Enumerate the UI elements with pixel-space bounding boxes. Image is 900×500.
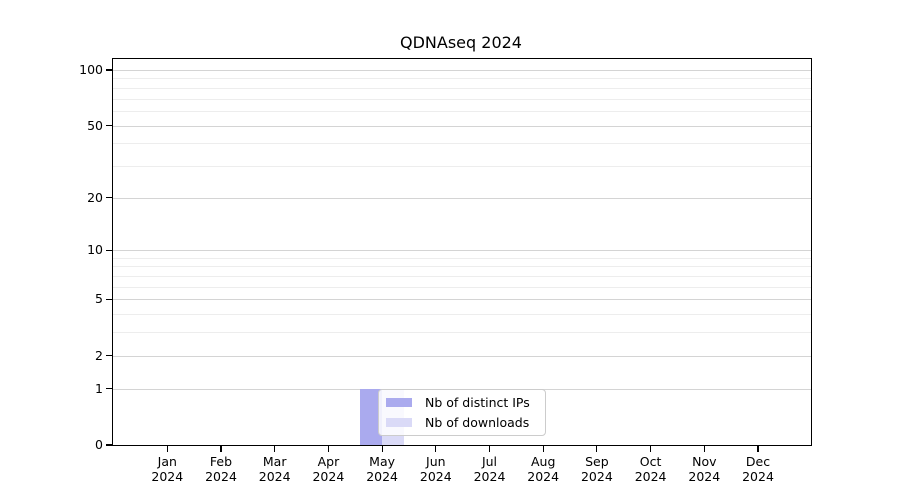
x-axis-tick-label: Mar 2024 bbox=[243, 454, 307, 484]
gridline-minor bbox=[113, 257, 811, 259]
x-axis-tick-label: Nov 2024 bbox=[672, 454, 736, 484]
x-axis-tick bbox=[166, 445, 168, 452]
gridline-major bbox=[113, 250, 811, 252]
x-axis-tick bbox=[220, 445, 222, 452]
x-axis-tick bbox=[757, 445, 759, 452]
x-axis-tick-year: 2024 bbox=[527, 469, 560, 484]
x-axis-tick-year: 2024 bbox=[366, 469, 398, 484]
x-axis-tick-label: Dec 2024 bbox=[726, 454, 790, 484]
x-axis-tick-label: Jan 2024 bbox=[135, 454, 199, 484]
gridline-minor bbox=[113, 286, 811, 288]
x-axis-tick-label: Sep 2024 bbox=[565, 454, 629, 484]
x-axis-tick-year: 2024 bbox=[688, 469, 721, 484]
x-axis-tick-year: 2024 bbox=[634, 469, 667, 484]
bar-distinct-ips bbox=[360, 388, 383, 445]
x-axis-tick-year: 2024 bbox=[473, 469, 506, 484]
legend-label-distinct-ips: Nb of distinct IPs bbox=[425, 395, 530, 410]
gridline-major bbox=[113, 197, 811, 199]
x-axis-tick bbox=[274, 445, 276, 452]
x-axis-tick-label: Feb 2024 bbox=[189, 454, 253, 484]
gridline-major bbox=[113, 355, 811, 357]
gridline-minor bbox=[113, 332, 811, 334]
y-axis-tick bbox=[106, 249, 113, 251]
x-axis-tick-label: Apr 2024 bbox=[296, 454, 360, 484]
gridline-minor bbox=[113, 143, 811, 145]
gridline-minor bbox=[113, 266, 811, 268]
y-axis-tick-label: 50 bbox=[87, 117, 103, 133]
y-axis-tick bbox=[106, 388, 113, 390]
x-axis-tick-label: Oct 2024 bbox=[619, 454, 683, 484]
gridline-major bbox=[113, 299, 811, 301]
gridline-minor bbox=[113, 78, 811, 80]
y-axis-tick bbox=[106, 298, 113, 300]
gridline-minor bbox=[113, 314, 811, 316]
x-axis-tick-year: 2024 bbox=[151, 469, 184, 484]
x-axis-tick-label: Aug 2024 bbox=[511, 454, 575, 484]
gridline-major bbox=[113, 70, 811, 71]
y-axis-tick-label: 1 bbox=[95, 380, 103, 396]
x-axis-tick bbox=[542, 445, 544, 452]
legend-label-downloads: Nb of downloads bbox=[425, 415, 530, 430]
chart-title: QDNAseq 2024 bbox=[400, 33, 522, 52]
x-axis-tick bbox=[435, 445, 437, 452]
x-axis-tick-label: Jul 2024 bbox=[458, 454, 522, 484]
legend-item-distinct-ips: Nb of distinct IPs bbox=[386, 394, 537, 411]
legend-swatch-downloads bbox=[386, 418, 412, 427]
gridline-minor bbox=[113, 98, 811, 100]
y-axis-tick bbox=[106, 69, 113, 71]
y-axis-tick-label: 5 bbox=[95, 291, 103, 307]
x-axis-tick bbox=[327, 445, 329, 452]
y-axis-tick-label: 20 bbox=[87, 189, 103, 205]
x-axis-tick bbox=[488, 445, 491, 452]
y-axis-tick-label: 10 bbox=[87, 242, 103, 258]
x-axis-tick bbox=[381, 445, 383, 452]
y-axis-tick-label: 0 bbox=[95, 437, 103, 452]
y-axis-tick-label: 100 bbox=[79, 62, 103, 77]
legend-item-downloads: Nb of downloads bbox=[386, 414, 537, 431]
y-axis-tick bbox=[106, 355, 113, 357]
x-axis-tick-year: 2024 bbox=[312, 469, 345, 484]
plot-area: 0 1 2 5 10 20 50 100 Jan 2024 Feb 2024 Mar 2024 Apr 202… bbox=[79, 58, 812, 484]
x-axis-tick-year: 2024 bbox=[258, 469, 291, 484]
legend-swatch-distinct-ips bbox=[386, 398, 412, 407]
gridline-minor bbox=[113, 87, 811, 89]
x-axis-tick-year: 2024 bbox=[419, 469, 452, 484]
legend: Nb of distinct IPs Nb of downloads bbox=[378, 389, 546, 436]
x-axis-tick-year: 2024 bbox=[742, 469, 774, 484]
y-axis-tick bbox=[106, 124, 113, 127]
x-axis-tick-label: May 2024 bbox=[350, 454, 414, 484]
gridline-major bbox=[113, 125, 811, 127]
gridline-minor bbox=[113, 276, 811, 278]
x-axis-tick-label: Jun 2024 bbox=[404, 454, 468, 484]
x-axis-tick-year: 2024 bbox=[205, 469, 237, 484]
x-axis-tick-year: 2024 bbox=[580, 469, 613, 484]
y-axis-tick bbox=[106, 444, 113, 446]
x-axis-tick bbox=[650, 445, 652, 452]
y-axis-tick bbox=[106, 197, 113, 199]
x-axis-tick bbox=[596, 445, 598, 452]
x-axis-tick bbox=[703, 445, 705, 452]
y-axis-tick-label: 2 bbox=[95, 347, 103, 363]
gridline-minor bbox=[113, 165, 811, 167]
gridline-minor bbox=[113, 110, 811, 112]
